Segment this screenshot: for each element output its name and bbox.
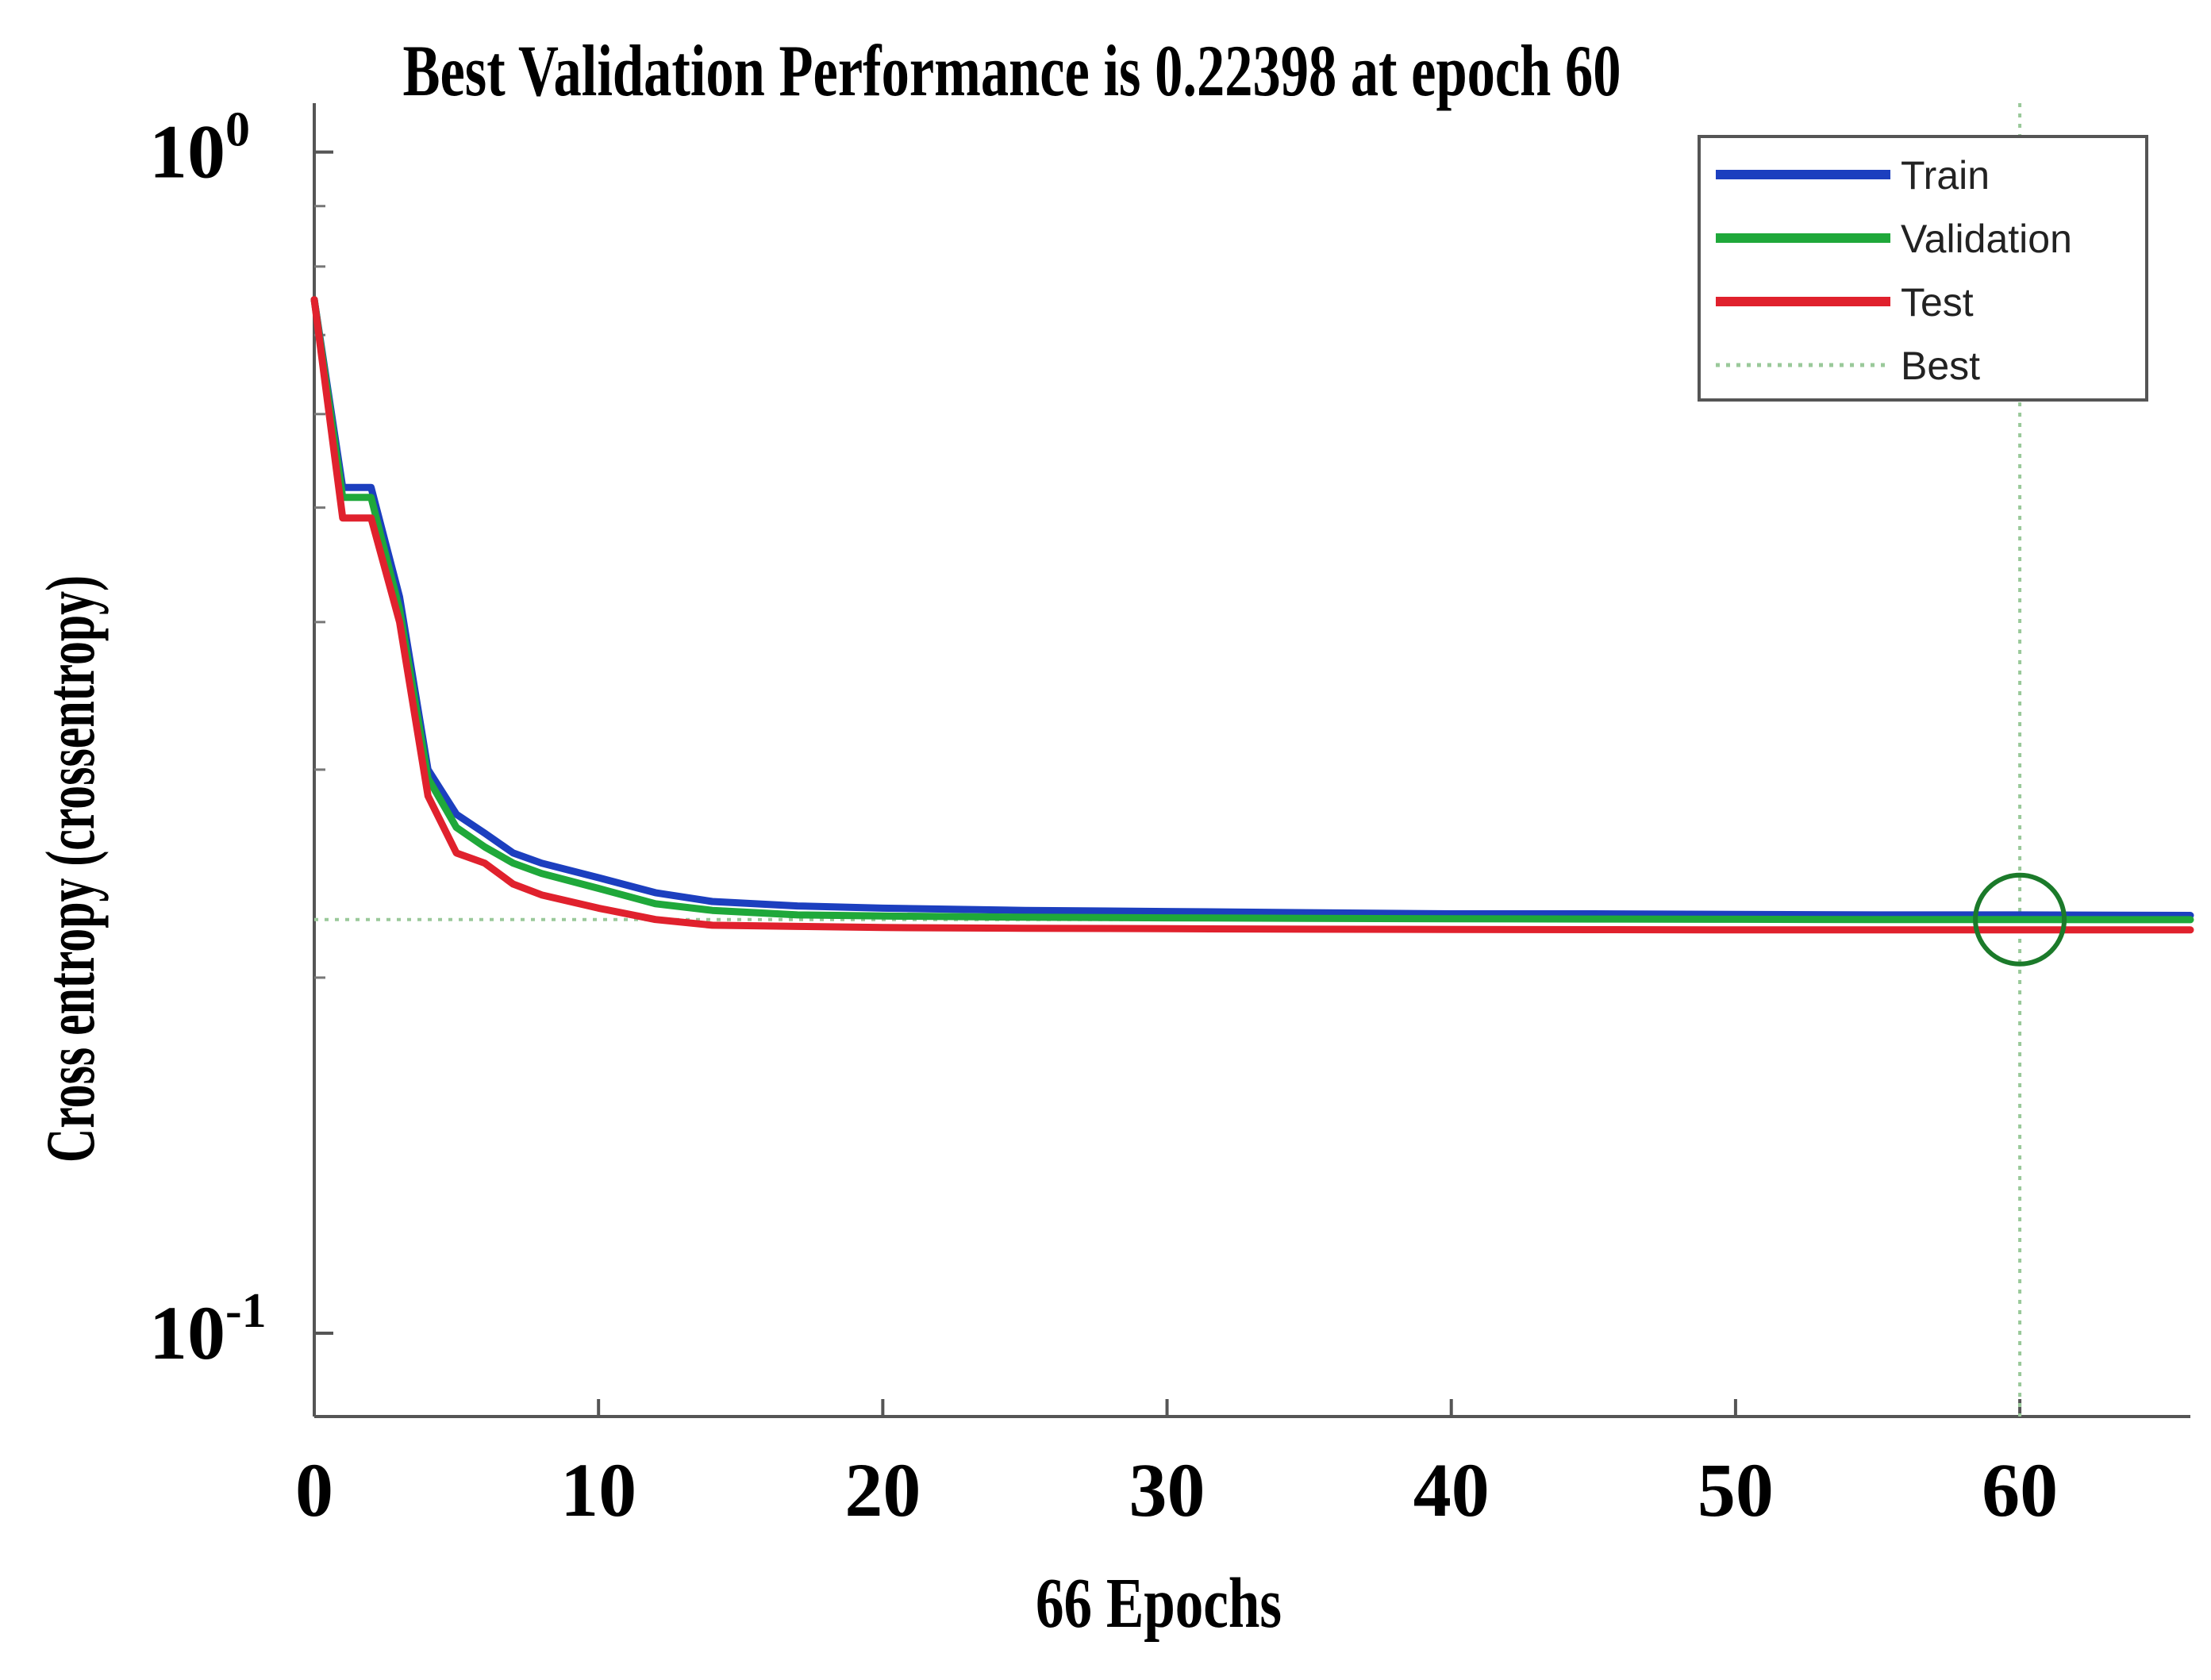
x-tick-label: 0 <box>295 1447 333 1532</box>
legend-label-validation: Validation <box>1901 217 2072 261</box>
y-tick-label: 100 <box>149 103 250 194</box>
y-ticks: 100 10-1 <box>149 103 333 1375</box>
best-point-marker <box>1973 872 2067 967</box>
x-tick-label: 50 <box>1698 1447 1774 1532</box>
y-minor-ticks <box>314 205 325 979</box>
x-tick-label: 60 <box>1982 1447 2058 1532</box>
legend-label-train: Train <box>1901 153 1990 198</box>
x-tick-label: 10 <box>560 1447 636 1532</box>
legend-box <box>1698 135 2148 402</box>
x-tick-label: 20 <box>844 1447 921 1532</box>
x-tick-label: 40 <box>1413 1447 1490 1532</box>
legend-label-test: Test <box>1901 280 1974 325</box>
series-line-test <box>310 296 2194 934</box>
x-ticks: 0 10 20 30 40 50 60 <box>295 1399 2058 1532</box>
legend: Train Validation Test Best <box>1698 135 2148 402</box>
x-tick-label: 30 <box>1129 1447 1205 1532</box>
legend-label-best: Best <box>1901 344 1980 388</box>
x-axis-label: 66 Epochs <box>1036 1564 1282 1643</box>
y-tick-label: 10-1 <box>149 1284 267 1375</box>
y-axis-label: Cross entropy (crossentropy) <box>33 575 110 1163</box>
chart-title: Best Validation Performance is 0.22398 a… <box>403 30 1621 111</box>
series-layer <box>310 296 2194 934</box>
